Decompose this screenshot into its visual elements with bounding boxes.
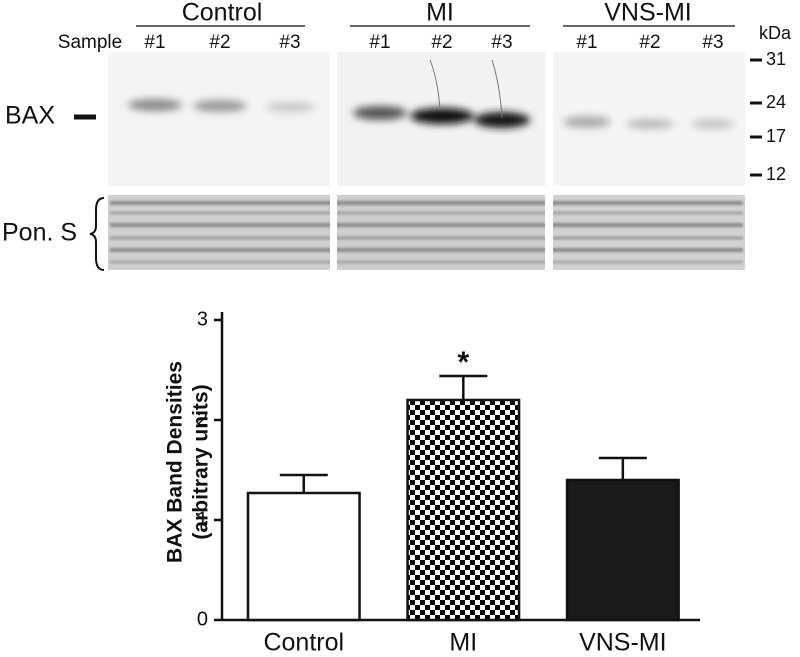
lane-label: #1 [369,32,390,53]
group-label: MI [426,0,454,27]
lane-label: #3 [279,32,300,53]
group-label: VNS-MI [604,0,692,27]
lane-label: #2 [209,32,230,53]
lane-label: #3 [702,32,723,53]
lane-label: #2 [431,32,452,53]
ponceau-panel [553,195,745,270]
y-axis-label: (arbitrary units) [190,384,213,539]
unit-label: kDa [759,23,792,43]
lane-label: #3 [491,32,512,53]
blot-panel [108,52,330,186]
loading-label: Pon. S [2,219,77,247]
bar-chart: 0 1 2 3 BAX Band Densities (arbitrary units) C… [164,308,700,657]
protein-label: BAX [5,102,55,130]
y-tick-label: 3 [197,308,208,330]
y-tick-label: 0 [197,608,208,630]
brace [89,197,105,271]
bar [406,398,521,622]
marker-label: 17 [766,126,786,146]
y-tick-label: 2 [197,408,208,430]
group-label: Control [182,0,263,27]
blot: Control MI VNS-MI Sample #1 #2 #3 #1 #2 … [2,0,792,271]
ponceau-panel [337,195,545,270]
marker-label: 31 [766,49,786,69]
sample-label: Sample [58,32,122,53]
marker-label: 12 [766,164,786,184]
ponceau-panel [108,195,330,270]
lane-label: #2 [639,32,660,53]
marker-label: 24 [766,92,786,112]
bax-bands [128,99,735,129]
x-tick-label: Control [263,629,344,657]
y-tick-label: 1 [197,508,208,530]
artifact [429,59,503,119]
lane-label: #1 [144,32,165,53]
bar [565,478,680,622]
y-axis-label: BAX Band Densities [164,361,187,563]
annotation: * [457,346,469,379]
x-tick-label: MI [449,629,477,657]
bar [246,491,361,622]
x-tick-label: VNS-MI [579,629,667,657]
lane-label: #1 [576,32,597,53]
ponceau-bands [110,201,743,264]
